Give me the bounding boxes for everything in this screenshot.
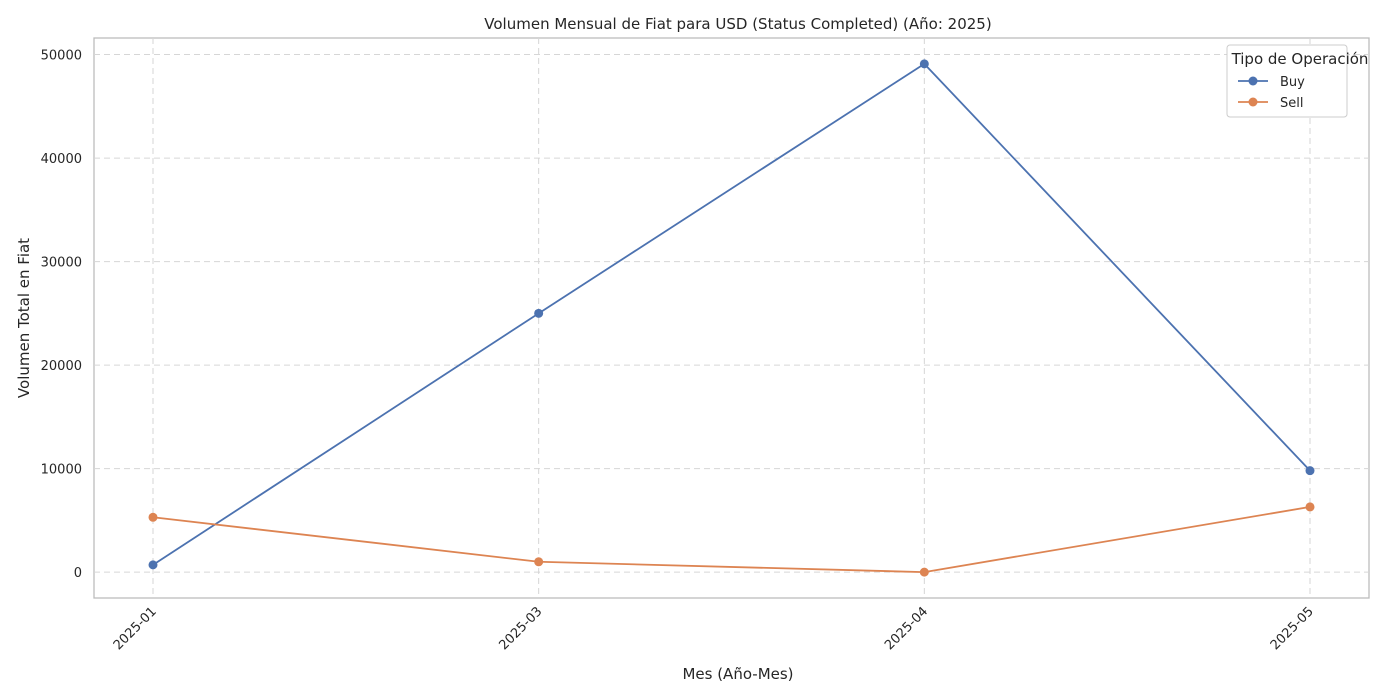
- plot-area: [93, 37, 1370, 599]
- x-tick-label: 2025-01: [111, 604, 160, 653]
- y-axis-ticks: 0 10000 20000 30000 40000 50000: [41, 49, 82, 582]
- x-axis-ticks: 2025-01 2025-03 2025-04 2025-05: [111, 604, 1317, 653]
- legend-title: Tipo de Operación: [1231, 50, 1369, 68]
- legend: Tipo de Operación Buy Sell: [1226, 44, 1369, 118]
- y-axis-label: Volumen Total en Fiat: [15, 238, 33, 398]
- x-axis-label: Mes (Año-Mes): [682, 665, 793, 683]
- grid-lines: [94, 38, 1369, 598]
- x-tick-label: 2025-04: [882, 604, 931, 653]
- x-tick-label: 2025-03: [496, 604, 545, 653]
- legend-marker-sell: [1248, 97, 1258, 107]
- chart-title: Volumen Mensual de Fiat para USD (Status…: [484, 15, 991, 33]
- data-point-sell: [1305, 502, 1315, 512]
- series-line-buy: [152, 62, 1311, 566]
- data-point-buy: [1305, 466, 1315, 476]
- y-tick-label: 50000: [41, 49, 82, 64]
- legend-box: [1226, 44, 1348, 118]
- y-tick-label: 0: [74, 566, 82, 581]
- legend-label-buy: Buy: [1280, 75, 1305, 90]
- y-tick-label: 40000: [41, 152, 82, 167]
- data-point-sell: [919, 567, 929, 577]
- data-point-buy: [148, 560, 158, 570]
- data-point-buy: [919, 59, 929, 69]
- series-layer: [148, 59, 1315, 577]
- y-tick-label: 30000: [41, 256, 82, 271]
- data-point-sell: [534, 557, 544, 567]
- y-tick-label: 20000: [41, 359, 82, 374]
- x-tick-label: 2025-05: [1268, 604, 1317, 653]
- data-point-sell: [148, 512, 158, 522]
- data-point-buy: [534, 308, 544, 318]
- y-tick-label: 10000: [41, 463, 82, 478]
- legend-marker-buy: [1248, 76, 1258, 86]
- legend-label-sell: Sell: [1280, 96, 1303, 111]
- legend-entries: Buy Sell: [1238, 75, 1305, 111]
- series-line-sell: [152, 506, 1311, 574]
